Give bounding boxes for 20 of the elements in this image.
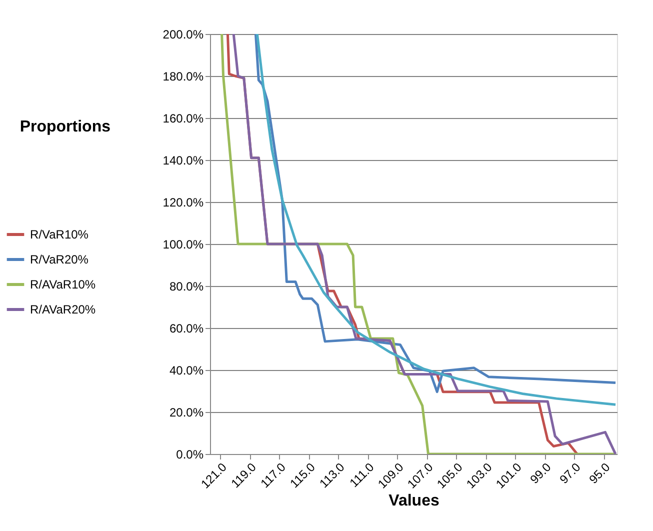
x-tick-label: 99.0	[527, 460, 554, 487]
legend-label: R/AVaR20%	[30, 302, 96, 316]
legend-label: R/VaR10%	[30, 228, 89, 242]
x-tick-label: 97.0	[556, 460, 584, 487]
x-axis-title: Values	[388, 492, 440, 510]
y-tick-label: 0.0%	[176, 448, 204, 462]
y-tick-label: 120.0%	[162, 196, 204, 210]
y-tick-label: 80.0%	[169, 280, 204, 294]
y-tick-label: 140.0%	[162, 154, 204, 168]
y-tick-label: 180.0%	[162, 70, 204, 84]
y-tick-label: 200.0%	[162, 28, 204, 42]
y-tick-label: 160.0%	[162, 112, 204, 126]
y-tick-label: 100.0%	[162, 238, 204, 252]
y-axis-title: Proportions	[20, 118, 111, 136]
y-tick-label: 40.0%	[169, 364, 204, 378]
legend-label: R/VaR20%	[30, 252, 89, 266]
legend-label: R/AVaR10%	[30, 278, 96, 292]
y-tick-label: 60.0%	[169, 322, 204, 336]
y-tick-label: 20.0%	[169, 406, 204, 420]
x-tick-label: 95.0	[586, 460, 613, 487]
